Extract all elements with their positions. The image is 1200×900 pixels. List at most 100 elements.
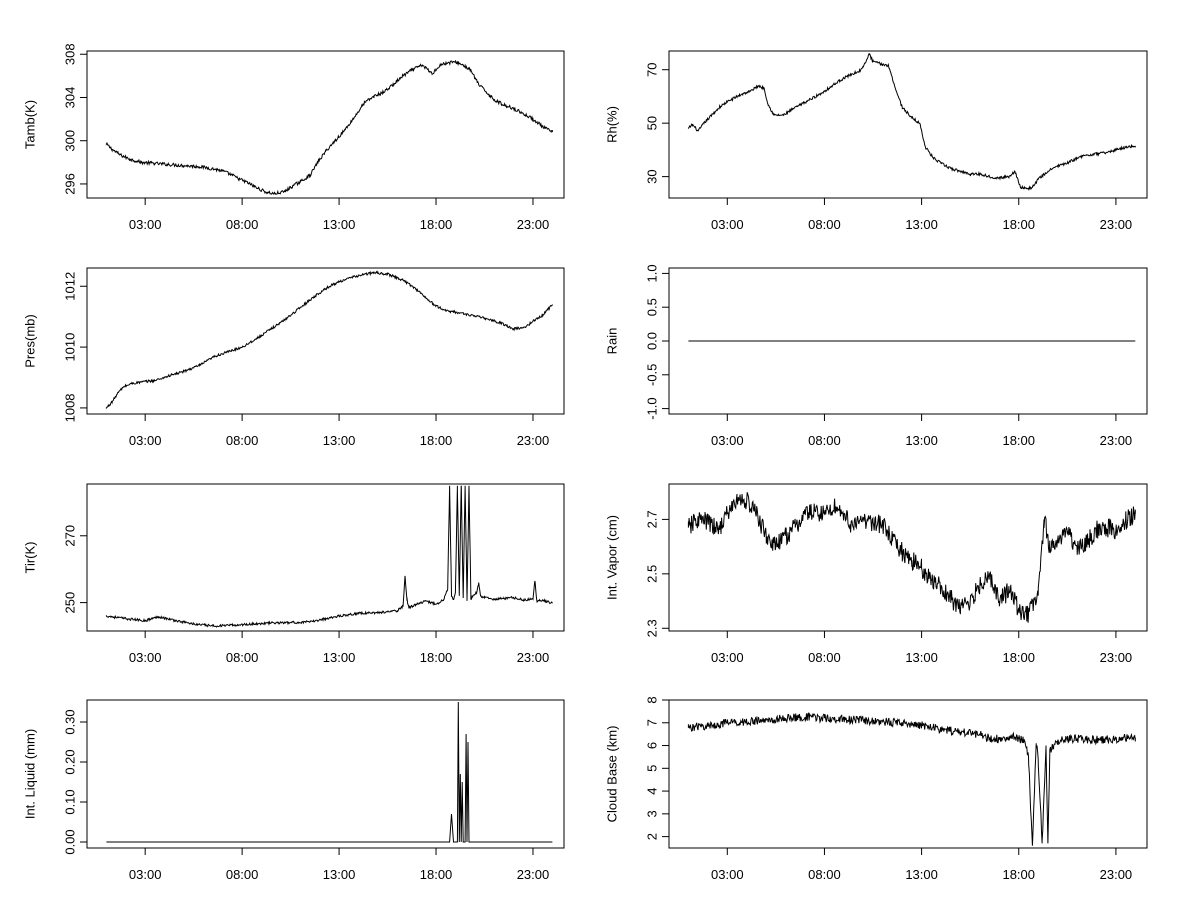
y-tick-label: 2: [644, 833, 659, 840]
x-tick-label: 08:00: [808, 217, 841, 232]
plot-frame: [86, 483, 565, 632]
y-axis-title: Rain: [604, 328, 619, 355]
y-tick-label: 2.3: [644, 619, 659, 637]
series-line: [687, 712, 1136, 846]
series-line: [105, 60, 553, 196]
y-tick-label: 8: [644, 696, 659, 703]
x-tick-label: 08:00: [226, 217, 259, 232]
y-axis-title: Rh(%): [604, 106, 619, 143]
y-tick-label: 270: [62, 525, 77, 547]
y-tick-label: 1012: [62, 272, 77, 301]
y-tick-label: 0.0: [644, 332, 659, 350]
x-tick-label: 08:00: [808, 867, 841, 882]
x-tick-label: 13:00: [905, 867, 938, 882]
y-tick-label: 0.00: [62, 829, 77, 854]
x-tick-label: 18:00: [420, 650, 453, 665]
y-axis-title: Int. Liquid (mm): [22, 729, 37, 819]
x-tick-label: 18:00: [1002, 433, 1035, 448]
y-axis-title: Tir(K): [22, 541, 37, 573]
x-tick-label: 03:00: [129, 867, 162, 882]
panel-3: 03:00 08:00 13:00 18:00 23:00 1008 1010 1012 Pre…: [22, 267, 565, 448]
panel-1: 03:00 08:00 13:00 18:00 23:00 296 300 304 308 Tam…: [22, 43, 565, 232]
y-tick-label: 308: [62, 43, 77, 65]
x-tick-label: 13:00: [323, 217, 356, 232]
x-tick-label: 23:00: [1100, 433, 1133, 448]
y-tick-label: 0.20: [62, 749, 77, 774]
y-tick-label: 1008: [62, 393, 77, 422]
y-tick-label: 0.5: [644, 298, 659, 316]
x-tick-label: 18:00: [420, 217, 453, 232]
series-line: [687, 52, 1136, 191]
y-tick-label: 0.30: [62, 709, 77, 734]
y-tick-label: 30: [644, 169, 659, 183]
x-tick-label: 08:00: [808, 650, 841, 665]
y-tick-label: 304: [62, 87, 77, 109]
y-tick-label: 3: [644, 810, 659, 817]
x-tick-label: 08:00: [226, 433, 259, 448]
series-line: [687, 492, 1136, 623]
y-tick-label: 7: [644, 719, 659, 726]
x-tick-label: 13:00: [323, 867, 356, 882]
x-tick-label: 03:00: [711, 867, 744, 882]
x-tick-label: 13:00: [323, 433, 356, 448]
series-line: [105, 270, 553, 410]
panel-8: 03:00 08:00 13:00 18:00 23:00 2 3 4 5 6 7 8 Cloud Ba…: [604, 696, 1148, 882]
x-tick-label: 23:00: [517, 650, 550, 665]
y-tick-label: 5: [644, 765, 659, 772]
x-tick-label: 18:00: [1002, 867, 1035, 882]
x-tick-label: 13:00: [905, 433, 938, 448]
y-tick-label: 6: [644, 742, 659, 749]
plot-frame: [668, 50, 1148, 199]
y-tick-label: -1.0: [644, 397, 659, 419]
x-tick-label: 03:00: [129, 433, 162, 448]
y-axis-title: Cloud Base (km): [604, 726, 619, 823]
y-axis-title: Pres(mb): [22, 314, 37, 367]
x-tick-label: 03:00: [129, 217, 162, 232]
y-tick-label: 70: [644, 62, 659, 76]
y-axis-title: Tamb(K): [22, 100, 37, 149]
x-tick-label: 03:00: [711, 433, 744, 448]
panel-4: 03:00 08:00 13:00 18:00 23:00 -1.0 -0.5 0.0 0.5 1…: [604, 264, 1148, 448]
x-tick-label: 13:00: [323, 650, 356, 665]
y-tick-label: 1.0: [644, 264, 659, 282]
series-line: [106, 701, 553, 843]
plot-frame: [86, 699, 565, 849]
plot-frame: [86, 50, 565, 199]
y-axis-title: Int. Vapor (cm): [604, 515, 619, 600]
x-tick-label: 08:00: [808, 433, 841, 448]
y-tick-label: 2.5: [644, 565, 659, 583]
y-tick-label: 0.10: [62, 789, 77, 814]
x-tick-label: 23:00: [1100, 217, 1133, 232]
x-tick-label: 03:00: [711, 650, 744, 665]
y-tick-label: 296: [62, 173, 77, 195]
y-tick-label: -0.5: [644, 364, 659, 386]
x-tick-label: 03:00: [711, 217, 744, 232]
series-line: [105, 485, 553, 628]
x-tick-label: 03:00: [129, 650, 162, 665]
y-tick-label: 1010: [62, 333, 77, 362]
x-tick-label: 23:00: [517, 867, 550, 882]
panel-5: 03:00 08:00 13:00 18:00 23:00 250 270 Tir(K): [22, 483, 565, 665]
panel-2: 03:00 08:00 13:00 18:00 23:00 30 50 70 Rh(%): [604, 50, 1148, 232]
panel-6: 03:00 08:00 13:00 18:00 23:00 2.3 2.5 2.7 Int. V…: [604, 483, 1148, 665]
x-tick-label: 23:00: [1100, 650, 1133, 665]
x-tick-label: 18:00: [420, 867, 453, 882]
x-tick-label: 18:00: [1002, 650, 1035, 665]
y-tick-label: 300: [62, 130, 77, 152]
plot-frame: [86, 267, 565, 415]
y-tick-label: 50: [644, 116, 659, 130]
x-tick-label: 18:00: [420, 433, 453, 448]
y-tick-label: 2.7: [644, 510, 659, 528]
x-tick-label: 23:00: [517, 433, 550, 448]
y-tick-label: 4: [644, 787, 659, 794]
x-tick-label: 18:00: [1002, 217, 1035, 232]
y-tick-label: 250: [62, 592, 77, 614]
x-tick-label: 08:00: [226, 867, 259, 882]
x-tick-label: 13:00: [905, 217, 938, 232]
x-tick-label: 08:00: [226, 650, 259, 665]
panel-7: 03:00 08:00 13:00 18:00 23:00 0.00 0.10 0.20 0.3…: [22, 699, 565, 882]
x-tick-label: 23:00: [517, 217, 550, 232]
x-tick-label: 23:00: [1100, 867, 1133, 882]
x-tick-label: 13:00: [905, 650, 938, 665]
